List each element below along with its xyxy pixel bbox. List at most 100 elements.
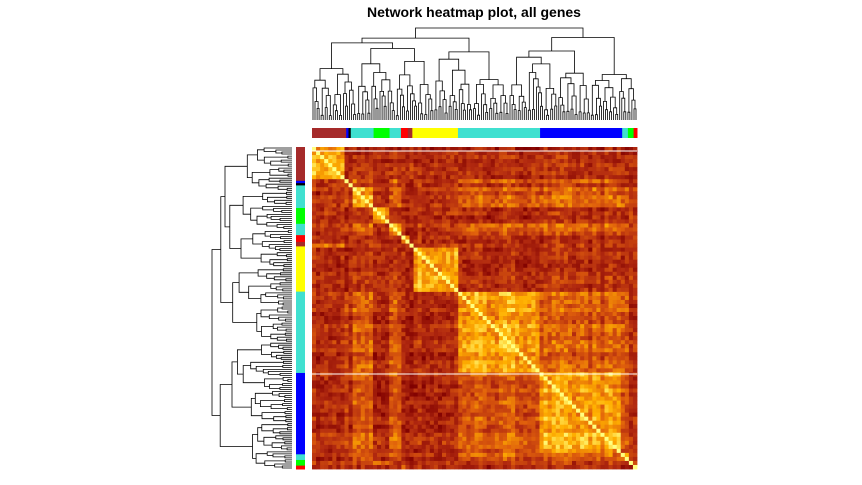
heatmap-cell [507, 312, 512, 317]
heatmap-cell [474, 283, 479, 289]
heatmap-cell [547, 376, 553, 381]
dendrogram-branch [331, 42, 393, 69]
heatmap-cell [531, 271, 536, 277]
heatmap-cell [454, 336, 459, 341]
heatmap-cell [600, 227, 605, 232]
heatmap-cell [490, 279, 496, 285]
heatmap-cell [385, 183, 390, 188]
heatmap-cell [588, 376, 593, 381]
heatmap-cell [596, 199, 601, 204]
dendrogram-branch [567, 83, 575, 112]
heatmap-cell [348, 179, 354, 184]
heatmap-cell [555, 308, 561, 313]
heatmap-cell [446, 255, 451, 261]
heatmap-cell [555, 243, 561, 249]
heatmap-cell [515, 211, 520, 216]
heatmap-cell [425, 147, 431, 152]
heatmap-cell [498, 239, 504, 244]
heatmap-cell [385, 376, 390, 381]
heatmap-cell [604, 303, 609, 309]
dendrogram-branch [574, 114, 578, 120]
heatmap-cell [446, 199, 451, 204]
heatmap-cell [470, 239, 475, 244]
heatmap-cell [458, 183, 463, 188]
heatmap-cell [417, 324, 423, 329]
heatmap-cell [433, 332, 439, 337]
heatmap-cell [600, 299, 605, 305]
heatmap-cell [364, 171, 370, 176]
heatmap-cell [478, 291, 484, 297]
heatmap-cell [450, 191, 455, 196]
heatmap-cell [417, 255, 423, 261]
heatmap-cell [559, 283, 565, 289]
heatmap-cell [417, 279, 423, 285]
heatmap-cell [429, 352, 435, 357]
heatmap-cell [555, 320, 561, 325]
heatmap-cell [584, 251, 589, 257]
heatmap-cell [454, 219, 459, 224]
heatmap-cell [320, 215, 325, 220]
dendrogram-branch [282, 268, 292, 272]
heatmap-cell [494, 151, 500, 156]
heatmap-cell [405, 155, 410, 160]
heatmap-cell [563, 352, 569, 357]
heatmap-cell [364, 364, 370, 369]
heatmap-cell [324, 195, 329, 200]
heatmap-cell [332, 175, 337, 180]
heatmap-cell [320, 247, 325, 253]
heatmap-cell [604, 328, 609, 333]
heatmap-cell [360, 263, 366, 269]
heatmap-cell [429, 303, 435, 309]
heatmap-cell [502, 291, 508, 297]
heatmap-cell [372, 163, 378, 168]
heatmap-cell [567, 291, 573, 297]
heatmap-cell [486, 163, 492, 168]
heatmap-cell [547, 179, 553, 184]
heatmap-cell [559, 291, 565, 297]
heatmap-cell [389, 308, 394, 313]
heatmap-cell [385, 195, 390, 200]
heatmap-cell [527, 340, 532, 345]
heatmap-cell [523, 259, 528, 265]
heatmap-cell [604, 235, 609, 240]
heatmap-cell [584, 356, 589, 361]
heatmap-cell [385, 336, 390, 341]
heatmap-cell [474, 191, 479, 196]
heatmap-cell [482, 191, 488, 196]
heatmap-cell [401, 324, 406, 329]
heatmap-cell [588, 340, 593, 345]
heatmap-cell [316, 163, 321, 168]
heatmap-cell [458, 203, 463, 208]
heatmap-cell [612, 332, 618, 337]
heatmap-cell [624, 187, 630, 192]
heatmap-cell [348, 199, 354, 204]
heatmap-cell [547, 219, 553, 224]
heatmap-cell [352, 163, 358, 168]
heatmap-cell [377, 231, 382, 236]
dendrogram-branch [492, 84, 504, 99]
heatmap-cell [413, 263, 419, 269]
heatmap-cell [531, 364, 536, 369]
dendrogram-branch [287, 379, 292, 382]
heatmap-cell [604, 259, 609, 265]
heatmap-cell [494, 368, 500, 373]
heatmap-cell [624, 263, 630, 269]
heatmap-cell [482, 364, 488, 369]
heatmap-cell [527, 320, 532, 325]
heatmap-cell [515, 320, 520, 325]
heatmap-cell [413, 247, 419, 253]
heatmap-cell [433, 271, 439, 277]
heatmap-cell [588, 155, 593, 160]
heatmap-cell [628, 303, 634, 309]
heatmap-cell [527, 344, 532, 349]
heatmap-cell [421, 195, 427, 200]
heatmap-cell [446, 344, 451, 349]
heatmap-cell [401, 376, 406, 381]
heatmap-cell [442, 219, 447, 224]
heatmap-cell [555, 179, 561, 184]
heatmap-cell [446, 155, 451, 160]
dendrogram-branch [420, 113, 424, 120]
heatmap-cell [433, 219, 439, 224]
heatmap-cell [559, 356, 565, 361]
heatmap-cell [409, 348, 414, 353]
